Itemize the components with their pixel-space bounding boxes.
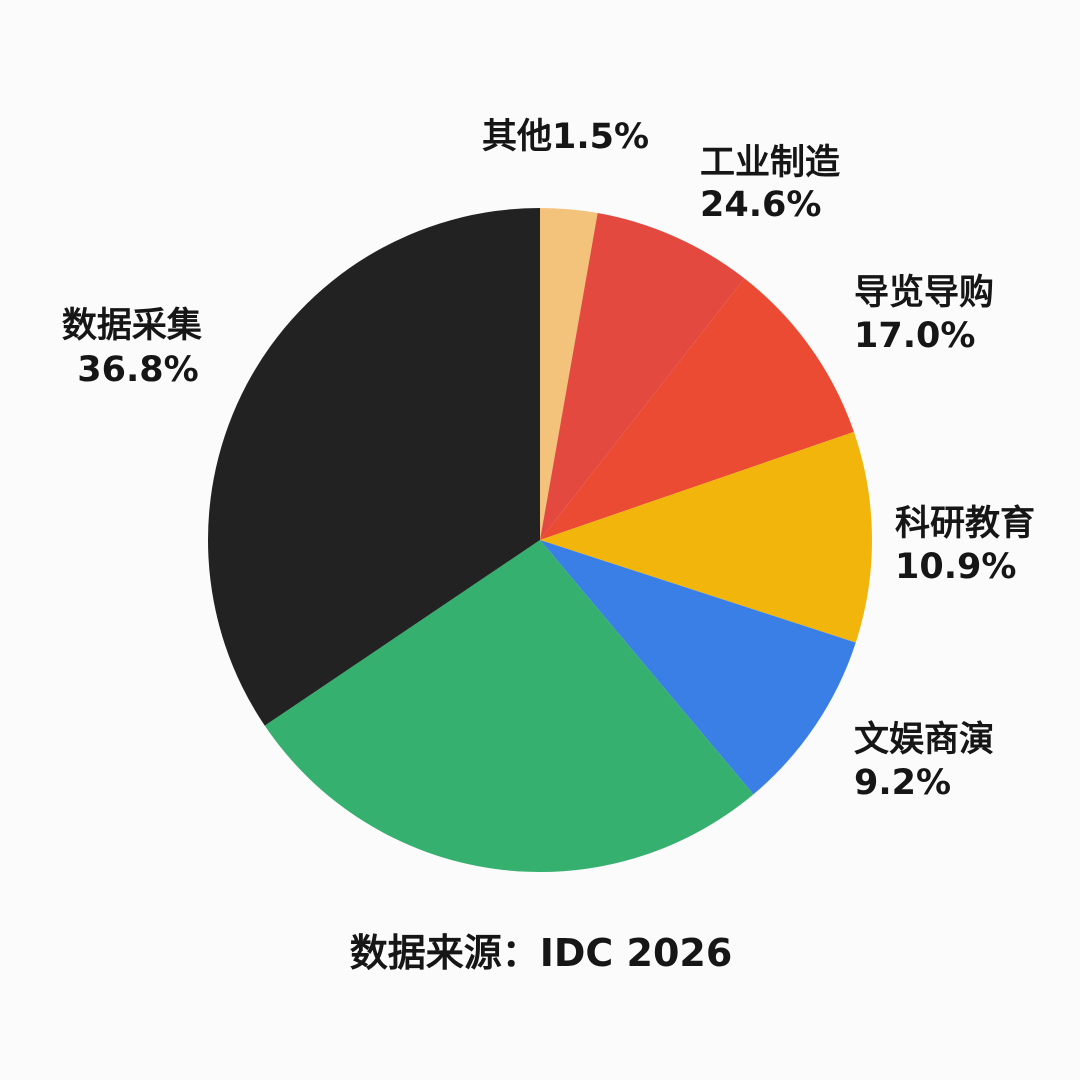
pie-label-guide-shopping: 导览导购 17.0%	[854, 273, 1006, 356]
pie-label-industrial-manufacturing: 工业制造 24.6%	[700, 143, 852, 225]
pie-slice-data-collection	[208, 208, 540, 726]
pie-label-other: 其他1.5%	[482, 117, 649, 157]
pie-slice-entertainment-performance	[540, 540, 856, 795]
chart-source-note: 数据来源：IDC 2026	[350, 931, 733, 975]
pie-slice-guide-shopping	[540, 278, 854, 540]
pie-slice-research-education	[540, 431, 872, 643]
pie-labels: 其他1.5% 工业制造 24.6% 导览导购 17.0% 科研教育 10.9% …	[62, 117, 1047, 803]
pie-label-entertainment-performance: 文娱商演 9.2%	[854, 720, 1006, 803]
pie-slice-industrial-manufacturing	[540, 213, 745, 541]
pie-slice-other	[540, 208, 598, 540]
pie-label-research-education: 科研教育 10.9%	[895, 504, 1047, 587]
pie-slice-unlabeled-green	[264, 540, 754, 873]
pie-label-data-collection: 数据采集 36.8%	[62, 306, 214, 390]
pie-slices	[208, 208, 872, 873]
